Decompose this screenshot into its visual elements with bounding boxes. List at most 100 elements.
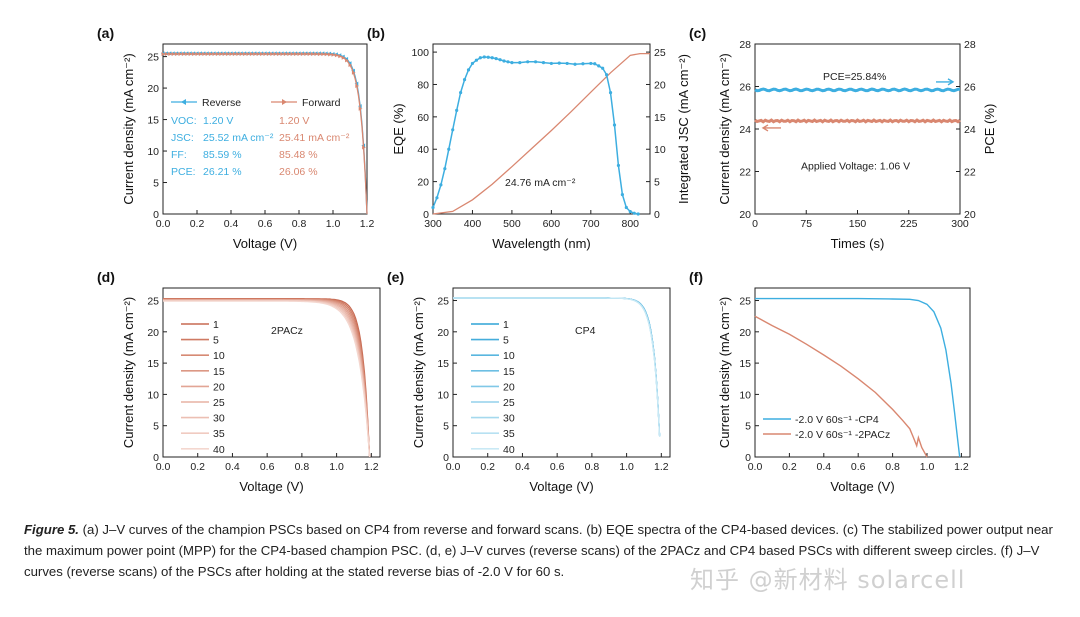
plot-frame-d	[162, 287, 381, 458]
jv-marker	[297, 52, 302, 57]
eqe-marker	[462, 78, 467, 82]
y-tick-label: 25	[437, 296, 449, 308]
eqe-marker	[510, 61, 514, 65]
figure-number: Figure 5.	[24, 522, 79, 537]
x-tick-label: 0.4	[224, 218, 239, 230]
y-tick-label: 15	[147, 115, 159, 127]
eqe-marker	[589, 61, 593, 66]
eqe-marker	[573, 62, 577, 66]
eqe-marker	[455, 108, 459, 112]
y-tick-label: 100	[411, 47, 429, 59]
jv-marker	[229, 52, 234, 57]
x-axis-label: Voltage (V)	[233, 236, 297, 251]
sweep-curve-35	[453, 297, 661, 437]
x-axis-label: Times (s)	[831, 236, 885, 251]
jv-marker	[311, 52, 315, 57]
eqe-marker	[628, 209, 632, 214]
jv-curve-2pacz	[754, 315, 928, 458]
sweep-curve-5	[453, 297, 661, 436]
eqe-marker	[451, 128, 455, 132]
y-tick-label: 0	[443, 452, 449, 464]
x-tick-label: 0.2	[190, 218, 205, 230]
material-label: CP4	[575, 325, 596, 337]
jv-marker	[185, 52, 189, 57]
y-tick-label: 0	[423, 209, 429, 221]
plot-frame-b	[432, 43, 651, 215]
legend-label: 35	[213, 428, 225, 440]
plot-frame-a	[162, 43, 368, 215]
jv-marker	[300, 52, 305, 57]
table-row-label: PCE:	[171, 166, 196, 178]
legend-label: 20	[503, 381, 515, 393]
x-tick-label: 300	[424, 218, 442, 230]
x-tick-label: 0.4	[225, 461, 240, 473]
y-right-tick-label: 0	[654, 209, 660, 221]
y-axis-label: EQE (%)	[391, 103, 406, 154]
legend-label: 30	[213, 413, 225, 425]
jv-marker	[331, 52, 336, 57]
table-forward-value: 1.20 V	[279, 115, 309, 127]
eqe-marker	[459, 90, 463, 95]
jv-marker	[239, 52, 244, 57]
integrated-jsc-annotation: 24.76 mA cm⁻²	[505, 177, 576, 189]
table-reverse-value: 25.52 mA cm⁻²	[203, 132, 274, 144]
y-tick-label: 26	[739, 82, 751, 94]
x-tick-label: 1.2	[954, 461, 969, 473]
y-right-tick-label: 25	[654, 47, 666, 59]
legend-label: 30	[503, 413, 515, 425]
eqe-marker	[486, 55, 490, 59]
x-tick-label: 1.2	[360, 218, 375, 230]
sweep-curve-30	[453, 297, 661, 437]
left-axis-arrow	[761, 124, 781, 132]
eqe-marker	[502, 59, 506, 63]
legend-marker	[181, 99, 186, 105]
jv-marker	[334, 53, 339, 58]
legend-label: 1	[503, 319, 509, 331]
table-row-label: FF:	[171, 149, 187, 161]
legend-label: 25	[503, 397, 515, 409]
eqe-marker	[439, 183, 443, 187]
y-right-tick-label: 20	[964, 209, 976, 221]
jv-marker	[283, 52, 288, 57]
eqe-marker	[593, 62, 597, 66]
jv-marker	[280, 52, 285, 57]
legend-label: 15	[213, 366, 225, 378]
jv-marker	[263, 52, 268, 57]
x-tick-label: 0.8	[295, 461, 310, 473]
x-tick-label: 1.0	[619, 461, 634, 473]
jv-marker	[287, 52, 291, 57]
sweep-curve-15	[453, 297, 661, 437]
y-tick-label: 15	[739, 358, 751, 370]
x-tick-label: 800	[622, 218, 640, 230]
pce-trace	[754, 87, 960, 93]
y-tick-label: 5	[153, 178, 159, 190]
jv-marker	[198, 52, 203, 57]
x-tick-label: 700	[582, 218, 600, 230]
y-right-tick-label: 10	[654, 144, 666, 156]
table-row-label: VOC:	[171, 115, 197, 127]
plot-frame-e	[452, 287, 671, 458]
y-tick-label: 10	[437, 389, 449, 401]
legend-label: 40	[213, 444, 225, 456]
sweep-curve-40	[453, 297, 661, 437]
eqe-marker	[447, 147, 451, 151]
y-axis-label: Current density (mA cm⁻²)	[121, 297, 136, 448]
jv-marker	[294, 52, 298, 57]
jv-marker	[205, 52, 210, 57]
y-tick-label: 10	[147, 146, 159, 158]
y-tick-label: 20	[739, 327, 751, 339]
y-tick-label: 0	[153, 452, 159, 464]
eqe-marker	[624, 205, 628, 210]
eqe-marker	[526, 60, 530, 64]
legend-label: 20	[213, 381, 225, 393]
x-tick-label: 600	[543, 218, 561, 230]
panel-label: (f)	[689, 269, 703, 285]
plot-frame-c	[754, 43, 961, 215]
eqe-marker	[482, 55, 486, 59]
y-axis-label: Current density (mA cm⁻²)	[717, 297, 732, 448]
jv-marker	[355, 83, 359, 88]
eqe-marker	[443, 167, 447, 171]
table-forward-value: 85.48 %	[279, 149, 318, 161]
y-axis-label: Current density (mA cm⁻²)	[411, 297, 426, 448]
